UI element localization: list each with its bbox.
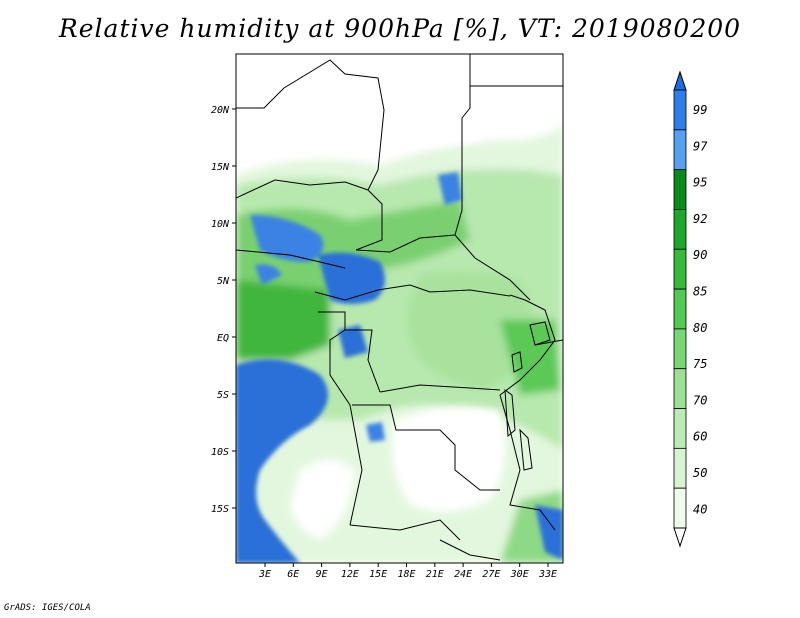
colorbar-label: 99 [693,103,707,117]
colorbar-segment [673,487,687,529]
colorbar-top-arrow [673,70,687,91]
colorbar-label: 90 [693,248,707,262]
longitude-axis: 3E 6E 9E 12E 15E 18E 21E 24E 27E 30E 33E [258,563,557,580]
lon-tick-label: 33E [538,569,557,580]
lat-tick-label: 15N [211,162,230,173]
lon-tick-label: 15E [369,569,387,580]
lon-tick-label: 21E [426,569,444,580]
lon-tick-label: 12E [341,569,359,580]
colorbar-label: 85 [693,285,707,299]
colorbar-label: 60 [693,430,707,444]
colorbar-segment [673,209,687,250]
map-frame [235,53,564,564]
lon-tick-label: 6E [287,569,299,580]
colorbar-segment [673,368,687,409]
colorbar-label: 97 [693,139,708,153]
colorbar-segment [673,328,687,370]
lon-tick-label: 27E [482,569,500,580]
colorbar-label: 92 [693,212,707,226]
latitude-axis: 20N 15N 10N 5N EQ 5S 10S 15S [211,105,236,515]
colorbar-label: 75 [693,357,707,371]
lon-tick-label: 30E [510,569,529,580]
plot-title: Relative humidity at 900hPa [%], VT: 201… [58,14,742,43]
colorbar-segment [673,89,687,131]
lon-tick-label: 18E [397,569,415,580]
lat-tick-label: 20N [211,105,230,116]
colorbar-segment [673,288,687,330]
lat-tick-label: 10S [211,447,229,458]
lat-tick-label: 5N [217,276,230,287]
humidity-field [236,54,563,563]
colorbar-label: 70 [693,393,707,407]
lon-tick-label: 3E [258,569,271,580]
lat-tick-label: 5S [217,390,229,401]
colorbar-segment [673,447,687,489]
colorbar-segment [673,248,687,290]
lakes [504,321,551,471]
colorbar-label: 40 [693,502,707,516]
colorbar-bottom-arrow [673,527,687,548]
country-borders [236,54,563,561]
lat-tick-label: 10N [211,219,230,230]
grads-credit: GrADS: IGES/COLA [4,603,91,613]
colorbar-segment [673,169,687,210]
lat-tick-label: EQ [217,333,229,344]
lon-tick-label: 24E [454,569,472,580]
lat-tick-label: 15S [211,504,229,515]
colorbar-segment [673,408,687,449]
colorbar: 99 97 95 92 90 85 80 75 70 60 50 40 [673,70,708,548]
colorbar-label: 80 [693,321,707,335]
colorbar-label: 50 [693,466,707,480]
colorbar-label: 95 [693,176,707,190]
lon-tick-label: 9E [316,569,328,580]
colorbar-segment [673,129,687,171]
